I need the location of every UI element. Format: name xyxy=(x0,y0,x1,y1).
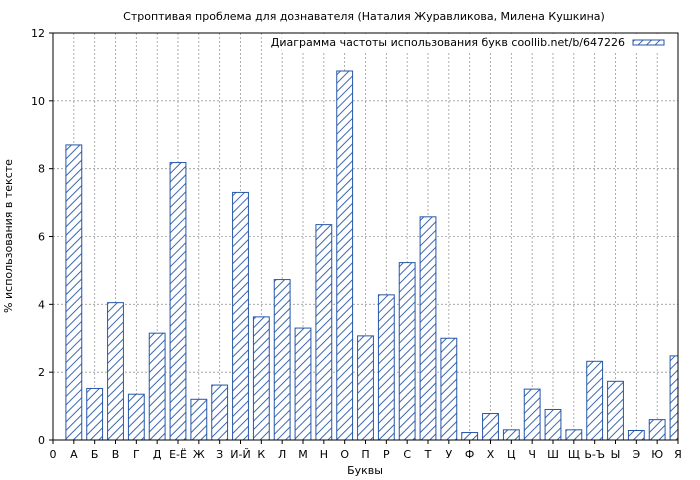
x-tick-label: З xyxy=(216,448,223,461)
grid-lines xyxy=(53,33,678,440)
x-tick-label: Я xyxy=(674,448,682,461)
bar xyxy=(440,337,458,441)
x-tick-label: Ш xyxy=(547,448,559,461)
bar xyxy=(607,380,624,441)
bar xyxy=(586,360,604,441)
y-tick-label: 6 xyxy=(38,231,45,244)
legend-label: Диаграмма частоты использования букв coo… xyxy=(271,36,625,49)
x-tick-label: К xyxy=(257,448,265,461)
bar xyxy=(148,332,166,441)
bar xyxy=(65,144,83,441)
bar xyxy=(315,224,333,441)
x-tick-label: 0 xyxy=(50,448,57,461)
bar xyxy=(419,216,437,441)
x-tick-label: Д xyxy=(153,448,162,461)
bar xyxy=(398,262,416,441)
bar xyxy=(211,384,229,441)
bar xyxy=(482,413,499,441)
bar xyxy=(627,430,645,441)
bar xyxy=(86,387,104,441)
y-axis-label: % использования в тексте xyxy=(2,159,15,313)
x-tick-label: Ч xyxy=(528,448,536,461)
bar xyxy=(169,162,187,441)
bar xyxy=(565,429,583,441)
bar xyxy=(461,432,479,441)
legend: Диаграмма частоты использования букв coo… xyxy=(271,34,672,51)
bar xyxy=(377,294,395,441)
x-tick-label: Г xyxy=(133,448,140,461)
x-tick-label: И-Й xyxy=(230,448,250,461)
x-tick-label: А xyxy=(70,448,78,461)
bar xyxy=(127,393,145,441)
bar xyxy=(357,335,374,441)
bar xyxy=(502,429,520,441)
bars xyxy=(65,70,679,441)
x-tick-label: П xyxy=(361,448,369,461)
x-tick-label: В xyxy=(112,448,120,461)
bar xyxy=(232,191,249,441)
bar xyxy=(544,408,562,441)
x-tick-label: М xyxy=(298,448,308,461)
x-tick-label: Е-Ё xyxy=(169,448,187,461)
x-tick-label: О xyxy=(340,448,349,461)
bar xyxy=(273,279,291,441)
y-tick-label: 2 xyxy=(38,366,45,379)
x-tick-label: У xyxy=(445,448,452,461)
x-tick-label: Н xyxy=(320,448,328,461)
bar xyxy=(523,388,541,441)
bar xyxy=(648,419,666,441)
y-tick-label: 12 xyxy=(31,27,45,40)
y-tick-label: 0 xyxy=(38,434,45,447)
x-tick-label: С xyxy=(403,448,411,461)
x-tick-label: Ь-Ъ xyxy=(584,448,605,461)
bar xyxy=(336,70,354,441)
x-tick-label: Ю xyxy=(651,448,663,461)
x-tick-label: Ц xyxy=(507,448,516,461)
x-axis: 0 А Б В Г Д Е-Ё Ж З И-Й К Л М Н О П Р С Т У Ф Х Ц Ч Ш Щ Ь-Ъ Ы Э Ю Я xyxy=(50,440,682,461)
x-tick-label: Э xyxy=(632,448,640,461)
legend-swatch xyxy=(632,39,665,46)
x-axis-label: Буквы xyxy=(347,464,383,477)
x-tick-label: Р xyxy=(383,448,390,461)
x-tick-label: Ф xyxy=(465,448,474,461)
bar xyxy=(294,327,312,441)
y-tick-label: 4 xyxy=(38,298,45,311)
y-tick-label: 10 xyxy=(31,95,45,108)
legend-background xyxy=(282,34,672,51)
bar xyxy=(669,355,679,441)
x-tick-label: Щ xyxy=(568,448,580,461)
x-tick-label: Б xyxy=(91,448,99,461)
bar xyxy=(190,398,208,441)
chart-title: Строптивая проблема для дознавателя (Нат… xyxy=(123,10,605,23)
y-axis: 0 2 4 6 8 10 12 xyxy=(31,27,53,447)
x-tick-label: Ж xyxy=(193,448,205,461)
bar xyxy=(252,316,270,441)
x-tick-label: Ы xyxy=(611,448,621,461)
x-tick-label: Т xyxy=(424,448,432,461)
bar xyxy=(107,302,124,441)
y-tick-label: 8 xyxy=(38,163,45,176)
x-tick-label: Х xyxy=(487,448,495,461)
x-tick-label: Л xyxy=(278,448,286,461)
